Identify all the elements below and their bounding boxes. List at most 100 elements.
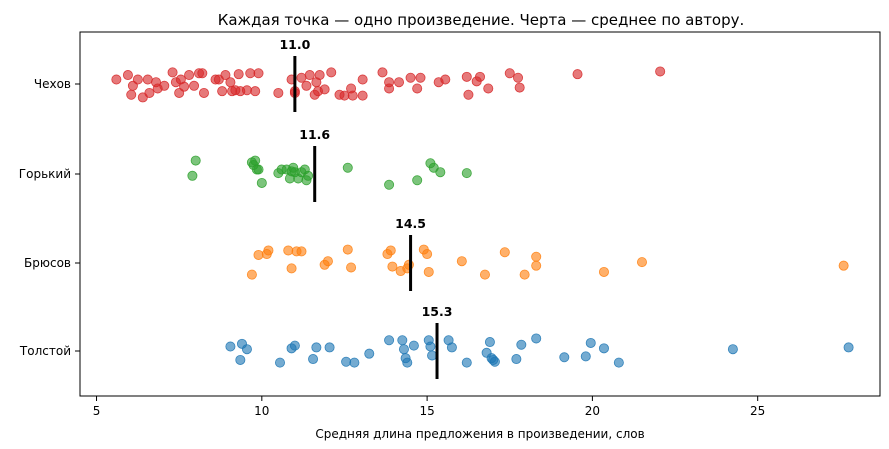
x-tick-label: 10 [254,404,269,418]
data-point [531,333,542,344]
data-point [197,68,208,79]
data-point [241,85,252,96]
data-point [132,74,143,85]
data-point [408,340,419,351]
data-point [314,70,325,81]
data-point [598,266,609,277]
data-point [364,348,375,359]
x-axis-label: Средняя длина предложения в произведении… [315,427,644,441]
data-point [384,335,395,346]
data-point [357,74,368,85]
y-tick-label: Чехов [34,77,71,91]
data-point [296,246,307,257]
data-point [357,90,368,101]
data-point [253,164,264,175]
data-point [122,70,133,81]
data-point [253,249,264,260]
data-point [341,356,352,367]
data-point [580,351,591,362]
data-point [405,72,416,83]
data-point [159,80,170,91]
data-point [246,269,257,280]
data-point [126,89,137,100]
data-point [283,245,294,256]
data-point [531,251,542,262]
y-axis: Чехов Горький Брюсов Толстой [19,77,80,358]
data-point [187,170,198,181]
data-point [346,262,357,273]
data-point [559,352,570,363]
data-point [440,74,451,85]
data-point [435,167,446,178]
data-point [461,168,472,179]
mean-label: 15.3 [422,304,453,319]
mean-label: 11.6 [299,127,330,142]
data-point [253,68,264,79]
data-point [225,341,236,352]
data-point [303,170,314,181]
data-point [377,67,388,78]
data-point [531,260,542,271]
data-point [184,70,195,81]
data-point [636,257,647,268]
x-tick-label: 5 [93,404,101,418]
data-point [484,337,495,348]
data-point [394,77,405,88]
data-point [286,263,297,274]
data-point [423,266,434,277]
data-point [339,90,350,101]
data-point [511,354,522,365]
data-point [296,72,307,83]
data-point [513,72,524,83]
mean-label: 14.5 [395,216,426,231]
data-point [474,71,485,82]
data-point [613,357,624,368]
data-point [387,261,398,272]
data-point [304,70,315,81]
data-point [225,77,236,88]
data-point [843,342,854,353]
data-point [322,256,333,267]
data-point [456,256,467,267]
data-point [217,86,228,97]
plot-frame [79,31,881,397]
data-point [245,68,256,79]
data-point [241,344,252,355]
x-tick-label: 25 [750,404,765,418]
data-point [189,80,200,91]
plot-border [79,31,881,397]
data-point [274,357,285,368]
y-tick-label: Брюсов [24,256,71,270]
data-point [250,86,261,97]
data-point [427,350,438,361]
data-point [461,71,472,82]
x-tick-label: 15 [419,404,434,418]
data-point [220,70,231,81]
data-point [250,155,261,166]
data-point [326,67,337,78]
data-point [514,82,525,93]
chart-title: Каждая точка — одно произведение. Черта … [218,11,745,29]
data-point [516,339,527,350]
y-tick-label: Горький [19,167,71,181]
data-point [655,66,666,77]
data-point [235,354,246,365]
points-layer [111,66,854,368]
data-point [585,337,596,348]
data-point [263,245,274,256]
data-point [233,69,244,80]
data-point [142,74,153,85]
data-point [727,344,738,355]
data-point [190,155,201,166]
data-point [499,247,510,258]
x-tick-label: 20 [585,404,600,418]
data-point [167,67,178,78]
data-point [397,335,408,346]
data-point [504,68,515,79]
data-point [349,357,360,368]
data-point [422,249,433,260]
data-point [289,340,300,351]
data-point [398,344,409,355]
data-point [598,343,609,354]
